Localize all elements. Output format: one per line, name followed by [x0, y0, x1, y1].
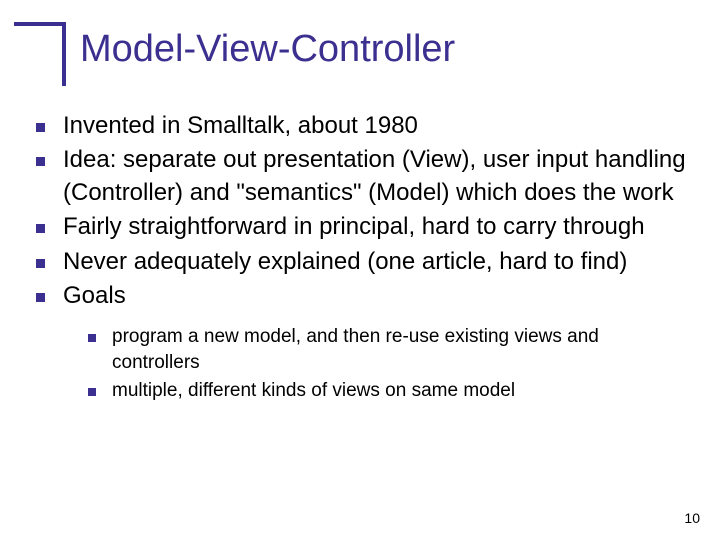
- square-bullet-icon: [36, 224, 45, 233]
- slide-title: Model-View-Controller: [80, 28, 455, 71]
- bullet-text: Fairly straightforward in principal, har…: [63, 211, 645, 243]
- sub-bullet-item: multiple, different kinds of views on sa…: [88, 378, 690, 404]
- title-accent-vertical: [62, 26, 66, 86]
- bullet-text: Goals: [63, 280, 126, 312]
- sub-bullet-item: program a new model, and then re-use exi…: [88, 324, 690, 375]
- title-accent-horizontal: [14, 22, 66, 26]
- bullet-item: Goals: [30, 280, 690, 312]
- square-bullet-icon: [36, 123, 45, 132]
- bullet-text: Invented in Smalltalk, about 1980: [63, 110, 418, 142]
- square-bullet-icon: [88, 388, 96, 396]
- slide-content: Invented in Smalltalk, about 1980 Idea: …: [30, 110, 690, 405]
- square-bullet-icon: [36, 293, 45, 302]
- bullet-item: Fairly straightforward in principal, har…: [30, 211, 690, 243]
- bullet-item: Idea: separate out presentation (View), …: [30, 144, 690, 209]
- page-number: 10: [684, 510, 700, 526]
- bullet-item: Never adequately explained (one article,…: [30, 246, 690, 278]
- sub-bullet-text: multiple, different kinds of views on sa…: [112, 378, 515, 404]
- bullet-item: Invented in Smalltalk, about 1980: [30, 110, 690, 142]
- square-bullet-icon: [36, 259, 45, 268]
- sub-bullet-list: program a new model, and then re-use exi…: [88, 324, 690, 403]
- bullet-text: Idea: separate out presentation (View), …: [63, 144, 690, 209]
- bullet-text: Never adequately explained (one article,…: [63, 246, 627, 278]
- square-bullet-icon: [36, 157, 45, 166]
- sub-bullet-text: program a new model, and then re-use exi…: [112, 324, 690, 375]
- square-bullet-icon: [88, 334, 96, 342]
